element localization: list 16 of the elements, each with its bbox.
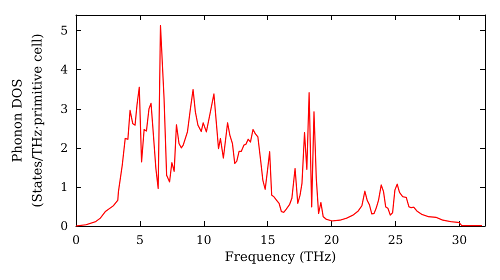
y-tick-label: 2 [60,140,68,155]
x-tick-label: 20 [324,233,340,247]
x-tick-label: 30 [452,233,468,247]
x-tick-label: 5 [136,233,144,247]
y-tick-label: 0 [60,219,68,233]
x-tick-label: 10 [196,233,212,247]
y-axis-title: Phonon DOS (States/THz·primitive cell) [10,33,46,208]
y-tick-label: 5 [60,24,68,38]
y-tick-label: 3 [60,102,68,116]
x-tick-label: 0 [72,233,80,247]
x-axis-title: Frequency (THz) [224,250,336,265]
x-tick-label: 25 [388,233,404,247]
x-tick-label: 15 [260,233,276,247]
y-tick-label: 1 [60,180,68,194]
y-tick-label: 4 [60,62,68,77]
line-series [75,24,483,227]
